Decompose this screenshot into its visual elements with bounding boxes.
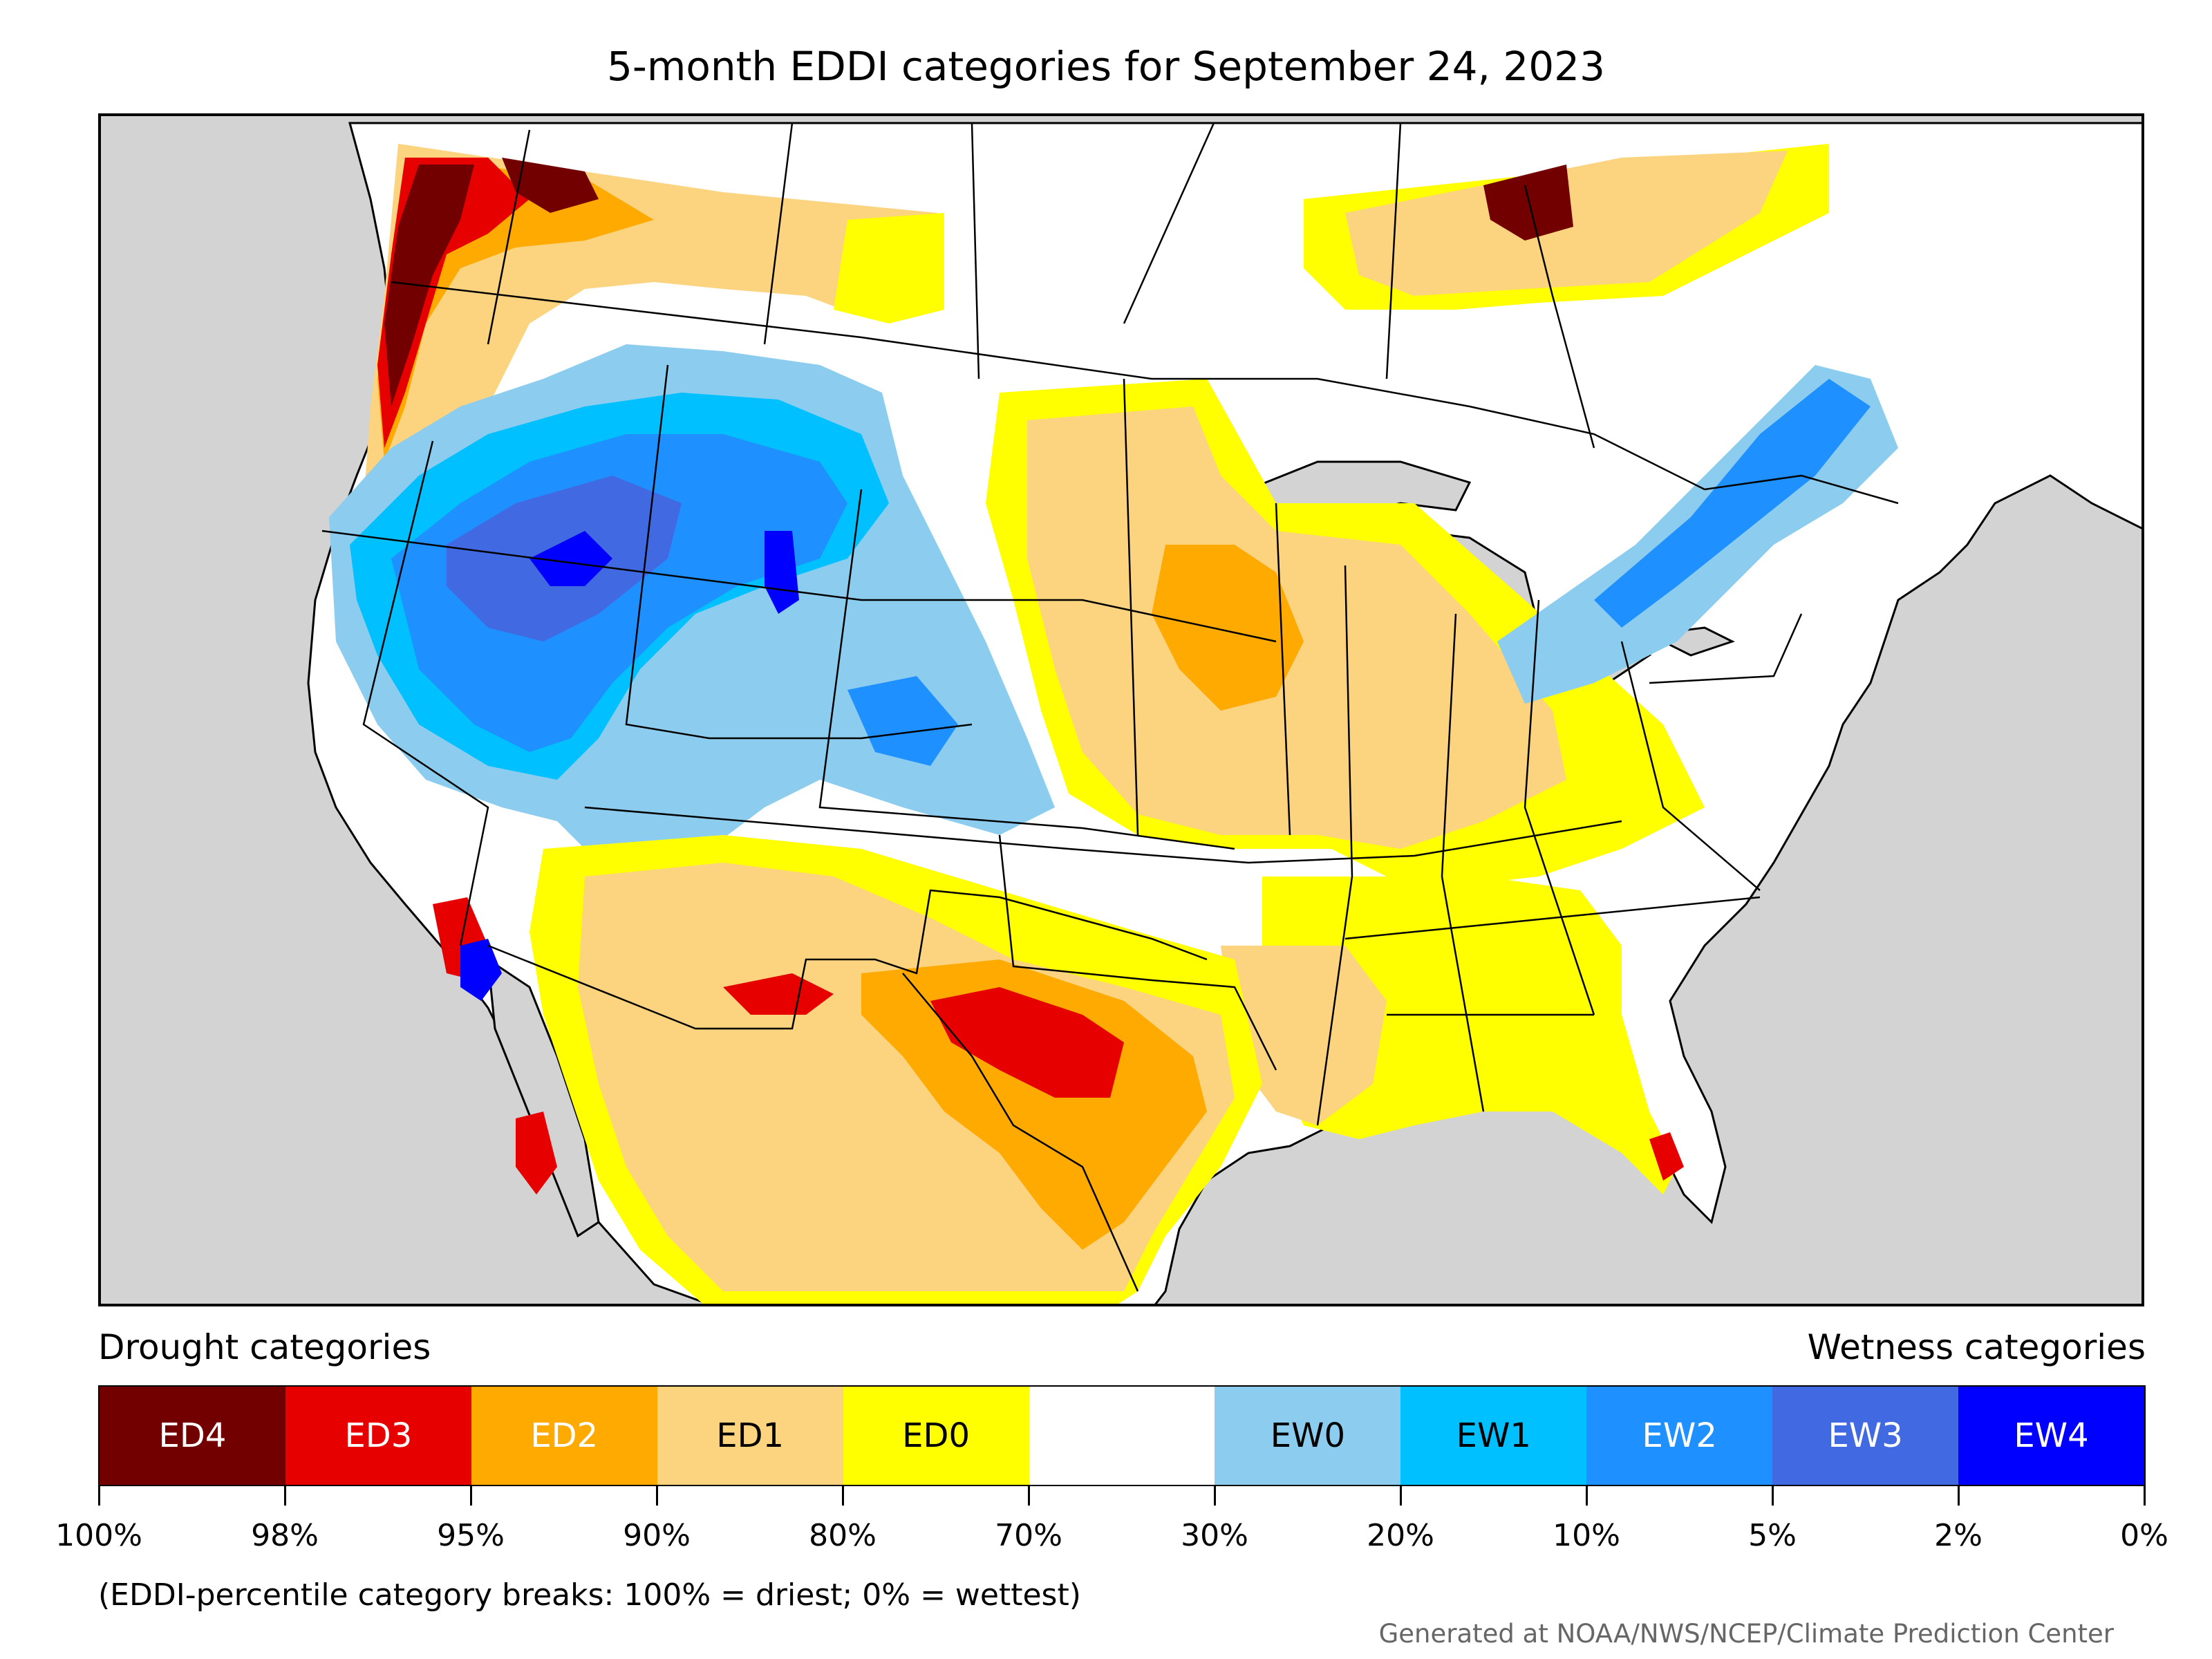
- colorbar-tick: [656, 1486, 658, 1506]
- category-colorbar: ED4 ED3 ED2 ED1 ED0 EW0 EW1 EW2 EW3 EW4: [98, 1385, 2146, 1486]
- colorbar-tick: [1028, 1486, 1030, 1506]
- colorbar-tick: [1586, 1486, 1588, 1506]
- category-cell-ed3: ED3: [285, 1387, 471, 1485]
- drought-categories-heading: Drought categories: [98, 1327, 431, 1367]
- map-canvas: [101, 116, 2141, 1304]
- category-cell-ew0: EW0: [1215, 1387, 1401, 1485]
- category-cell-ed2: ED2: [471, 1387, 657, 1485]
- colorbar-tick-label: 80%: [809, 1518, 877, 1553]
- colorbar-tick: [1772, 1486, 1774, 1506]
- credit-line: Generated at NOAA/NWS/NCEP/Climate Predi…: [1378, 1619, 2114, 1649]
- colorbar-tick-label: 2%: [1934, 1518, 1983, 1553]
- gulf-of-california: [487, 957, 600, 1238]
- colorbar-tick-label: 10%: [1553, 1518, 1620, 1553]
- colorbar-tick-label: 20%: [1367, 1518, 1434, 1553]
- colorbar-tick: [1958, 1486, 1960, 1506]
- colorbar-tick-label: 95%: [437, 1518, 505, 1553]
- political-boundaries: [321, 122, 1899, 1292]
- category-cell-ew3: EW3: [1772, 1387, 1959, 1485]
- category-cell-ew1: EW1: [1400, 1387, 1587, 1485]
- colorbar-tick-label: 5%: [1748, 1518, 1797, 1553]
- category-cell-ed1: ED1: [657, 1387, 843, 1485]
- colorbar-tick-label: 0%: [2120, 1518, 2168, 1553]
- colorbar-tick: [2144, 1486, 2146, 1506]
- colorbar-tick: [1214, 1486, 1216, 1506]
- category-cell-neutral: [1029, 1387, 1215, 1485]
- colorbar-tick: [98, 1486, 100, 1506]
- category-patches: [329, 144, 1898, 1304]
- eddi-map: [98, 113, 2144, 1306]
- category-cell-ew2: EW2: [1586, 1387, 1773, 1485]
- colorbar-tick-label: 98%: [251, 1518, 319, 1553]
- map-title: 5-month EDDI categories for September 24…: [607, 43, 1605, 90]
- colorbar-tick: [842, 1486, 844, 1506]
- category-cell-ew4: EW4: [1958, 1387, 2144, 1485]
- colorbar-tick: [1400, 1486, 1402, 1506]
- colorbar-tick: [284, 1486, 286, 1506]
- category-breaks-note: (EDDI-percentile category breaks: 100% =…: [98, 1577, 1081, 1613]
- colorbar-tick-label: 30%: [1181, 1518, 1248, 1553]
- wetness-categories-heading: Wetness categories: [1807, 1327, 2146, 1367]
- colorbar-ticks: [98, 1486, 2146, 1507]
- colorbar-tick-label: 70%: [995, 1518, 1062, 1553]
- colorbar-tick-label: 90%: [623, 1518, 691, 1553]
- category-cell-ed0: ED0: [843, 1387, 1029, 1485]
- colorbar-tick: [470, 1486, 472, 1506]
- category-cell-ed4: ED4: [100, 1387, 285, 1485]
- colorbar-tick-label: 100%: [55, 1518, 142, 1553]
